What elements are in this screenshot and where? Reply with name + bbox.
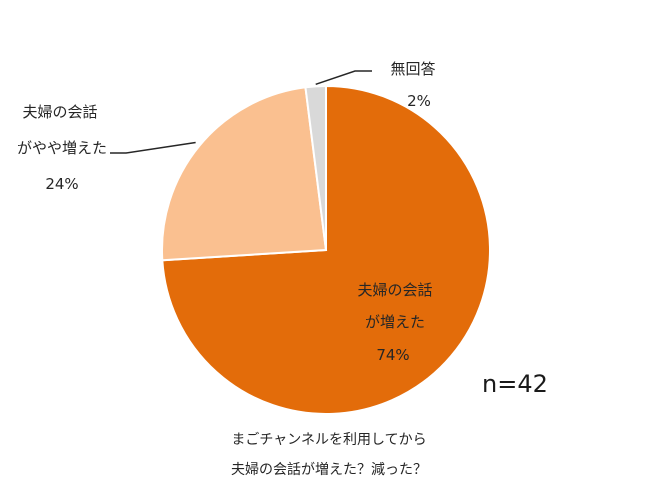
slice-label-line1-slightly-increased: 夫婦の会話 <box>22 103 97 121</box>
slice-label-line2-slightly-increased: がやや増えた <box>17 139 107 157</box>
slice-value-no-answer: 2% <box>407 92 431 110</box>
slice-value-increased: 74% <box>376 346 409 364</box>
slice-value-slightly-increased: 24% <box>45 175 78 193</box>
slice-label-line2-increased: が増えた <box>365 313 425 331</box>
slice-no-answer <box>304 84 327 251</box>
slice-label-line1-increased: 夫婦の会話 <box>357 281 432 299</box>
slice-slightly-increased <box>160 86 328 262</box>
leader-lines <box>110 70 372 154</box>
caption-line2: 夫婦の会話が増えた？減った？ <box>231 461 427 478</box>
leader-line-slightly-increased <box>110 141 196 154</box>
caption-line1: まごチャンネルを利用してから <box>231 432 426 448</box>
leader-line-no-answer <box>315 70 372 86</box>
pie-slices <box>160 84 491 415</box>
slice-label-no-answer: 無回答 <box>390 60 435 78</box>
sample-size-label: n=42 <box>482 370 548 398</box>
